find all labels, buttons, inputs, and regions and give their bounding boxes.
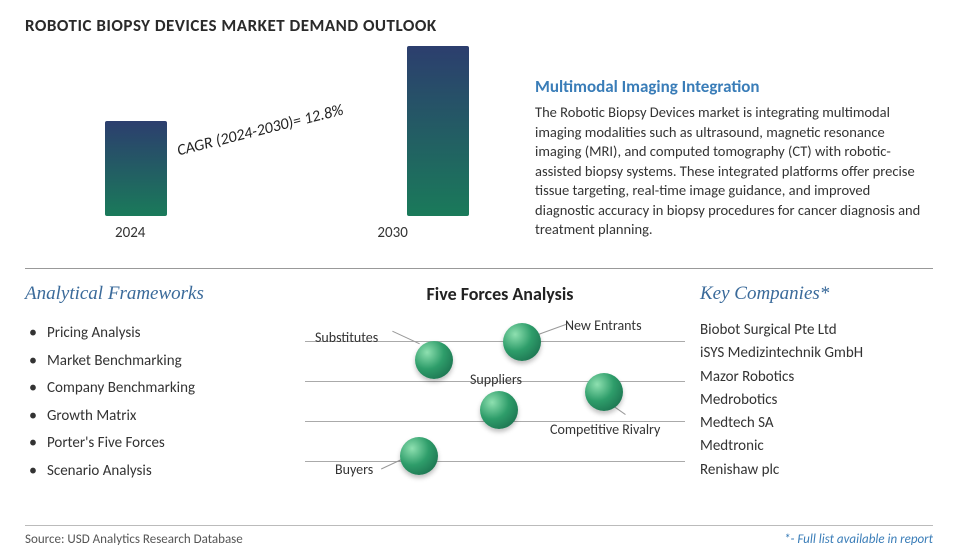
list-item: Medtronic <box>700 435 933 458</box>
sphere-substitutes <box>415 341 453 379</box>
companies-list: Biobot Surgical Pte Ltd iSYS Medizintech… <box>700 319 933 482</box>
list-item: Scenario Analysis <box>29 457 305 485</box>
highlight-body: The Robotic Biopsy Devices market is int… <box>535 103 933 240</box>
sphere-rivalry <box>585 373 623 411</box>
force-label-suppliers: Suppliers <box>470 371 522 388</box>
list-item: Mazor Robotics <box>700 366 933 389</box>
five-forces-title: Five Forces Analysis <box>305 283 695 305</box>
force-label-substitutes: Substitutes <box>315 329 378 346</box>
bar-label-2030: 2030 <box>377 224 407 242</box>
sphere-buyers <box>400 437 438 475</box>
bar-2024 <box>105 121 167 216</box>
divider <box>25 268 933 269</box>
footer: Source: USD Analytics Research Database … <box>25 525 933 547</box>
bar-2030 <box>407 46 469 216</box>
companies-title: Key Companies* <box>700 283 933 305</box>
frameworks-column: Analytical Frameworks Pricing Analysis M… <box>25 283 305 491</box>
frameworks-title: Analytical Frameworks <box>25 283 305 305</box>
list-item: Renishaw plc <box>700 459 933 482</box>
frameworks-list: Pricing Analysis Market Benchmarking Com… <box>25 319 305 484</box>
list-item: Porter's Five Forces <box>29 429 305 457</box>
bar-label-2024: 2024 <box>115 224 145 242</box>
five-forces-diagram: Substitutes New Entrants Suppliers Compe… <box>305 311 685 491</box>
top-section: CAGR (2024-2030)= 12.8% 2024 2030 Multim… <box>25 46 933 256</box>
list-item: iSYS Medizintechnik GmbH <box>700 342 933 365</box>
sphere-suppliers <box>480 391 518 429</box>
five-forces-column: Five Forces Analysis Substitutes New Ent… <box>305 283 695 491</box>
force-label-buyers: Buyers <box>335 461 373 478</box>
bar-chart: CAGR (2024-2030)= 12.8% 2024 2030 <box>25 46 525 256</box>
list-item: Growth Matrix <box>29 402 305 430</box>
page-title: ROBOTIC BIOPSY DEVICES MARKET DEMAND OUT… <box>25 15 933 36</box>
highlight-title: Multimodal Imaging Integration <box>535 76 933 97</box>
cagr-annotation: CAGR (2024-2030)= 12.8% <box>175 101 345 161</box>
force-label-new-entrants: New Entrants <box>565 317 642 334</box>
highlight-column: Multimodal Imaging Integration The Robot… <box>525 46 933 256</box>
footer-note: *- Full list available in report <box>784 532 933 547</box>
companies-column: Key Companies* Biobot Surgical Pte Ltd i… <box>695 283 933 491</box>
force-label-rivalry: Competitive Rivalry <box>550 421 660 438</box>
list-item: Market Benchmarking <box>29 347 305 375</box>
bottom-section: Analytical Frameworks Pricing Analysis M… <box>25 283 933 491</box>
list-item: Company Benchmarking <box>29 374 305 402</box>
list-item: Pricing Analysis <box>29 319 305 347</box>
sphere-new-entrants <box>503 323 541 361</box>
footer-source: Source: USD Analytics Research Database <box>25 532 243 547</box>
list-item: Biobot Surgical Pte Ltd <box>700 319 933 342</box>
list-item: Medrobotics <box>700 389 933 412</box>
list-item: Medtech SA <box>700 412 933 435</box>
